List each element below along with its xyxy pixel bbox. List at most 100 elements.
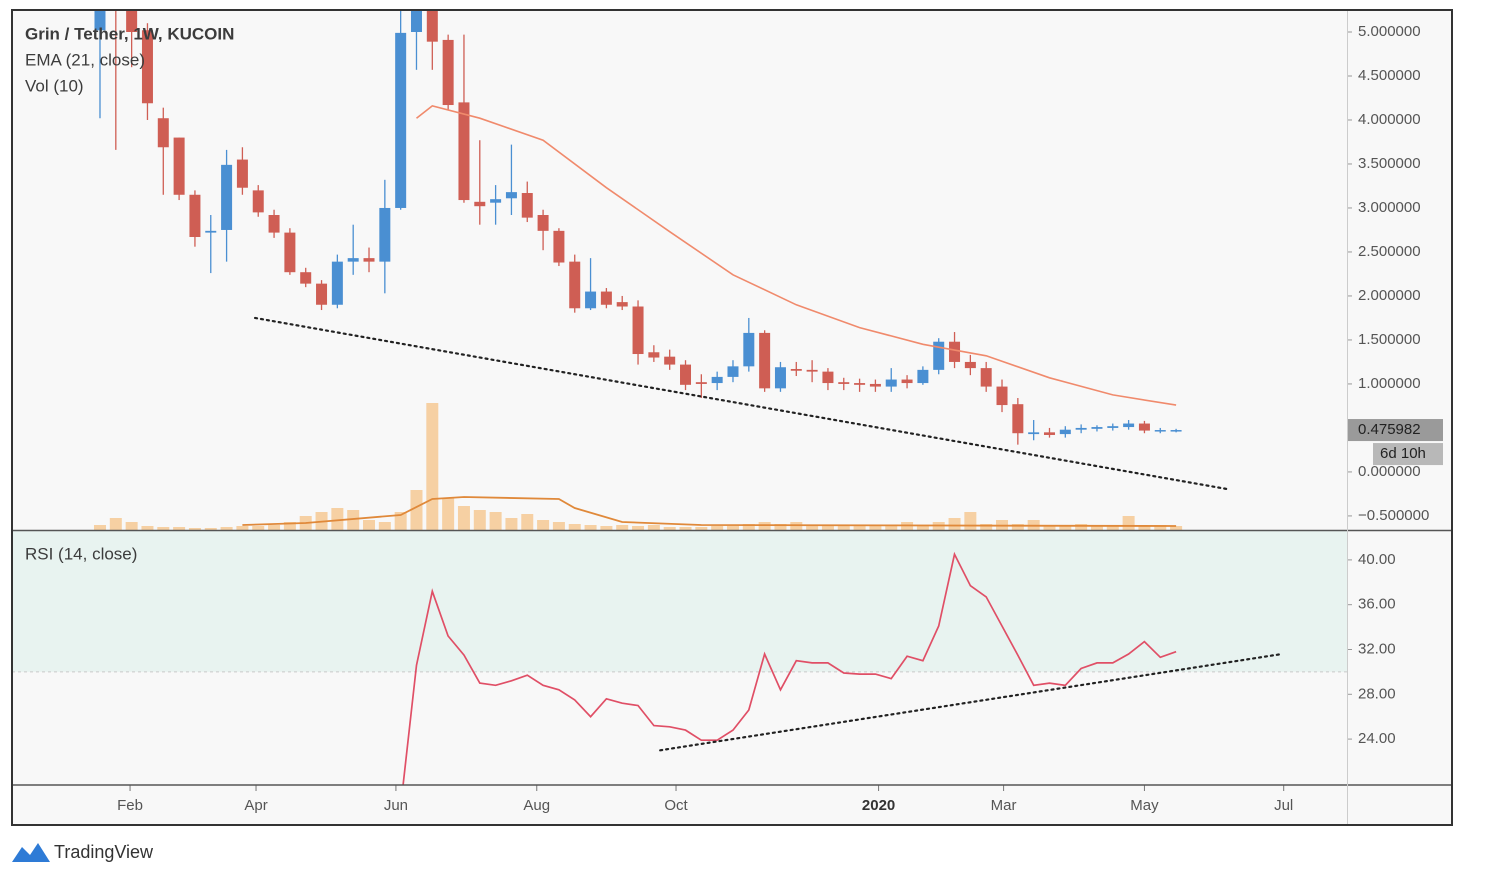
volume-bar: [141, 526, 154, 530]
candle-body: [664, 356, 676, 365]
brand-icon[interactable]: [12, 843, 50, 862]
candle-body: [616, 302, 628, 307]
volume-bar: [331, 508, 344, 530]
candle-body: [537, 215, 549, 231]
volume-bar: [268, 525, 281, 530]
volume-bar: [1154, 525, 1167, 530]
candle-body: [553, 230, 565, 263]
x-tick-label: Jun: [384, 797, 408, 814]
volume-bar: [1170, 526, 1183, 530]
volume-bar: [363, 520, 376, 530]
volume-bar: [252, 526, 265, 530]
candle-body: [1059, 429, 1071, 435]
volume-bar: [695, 527, 708, 530]
chart-frame: [11, 9, 1453, 826]
y-tick-label: 32.00: [1358, 640, 1396, 657]
candle-body: [236, 159, 248, 188]
volume-bar: [1011, 524, 1024, 530]
volume-bar: [948, 518, 961, 530]
candle-body: [126, 10, 138, 32]
volume-bar: [473, 510, 486, 530]
ema-line: [416, 105, 1177, 406]
candle-body: [1154, 430, 1166, 432]
volume-bar: [647, 525, 660, 530]
last-price-box: [1347, 419, 1443, 442]
candle-body: [157, 118, 169, 148]
candle-body: [252, 190, 264, 213]
candle-body: [426, 10, 438, 42]
volume-bar: [489, 512, 502, 530]
candle-body: [1138, 423, 1150, 431]
candle-body: [1123, 423, 1135, 428]
volume-bar: [236, 526, 249, 530]
candle-body: [379, 207, 391, 262]
candle-body: [917, 369, 929, 384]
volume-bar: [537, 520, 550, 530]
candle-body: [268, 215, 280, 233]
volume-bar: [679, 527, 692, 530]
volume-bar: [616, 525, 629, 530]
rsi-band: [12, 531, 1347, 672]
volume-bar: [632, 526, 645, 530]
x-tick-label: May: [1130, 797, 1159, 814]
volume-bar: [347, 510, 360, 530]
candle-body: [284, 232, 296, 273]
ema-legend: EMA (21, close): [25, 50, 145, 69]
rsi-line: [402, 551, 1177, 785]
x-tick-label: 2020: [862, 797, 895, 814]
candle-body: [569, 261, 581, 309]
candle-body: [901, 379, 913, 384]
candle-body: [964, 361, 976, 369]
rsi-legend: RSI (14, close): [25, 544, 137, 563]
rsi-band-layer: [12, 531, 1347, 672]
y-tick-label: 1.500000: [1358, 331, 1421, 348]
candle-body: [490, 199, 502, 203]
volume-bar: [378, 522, 391, 530]
symbol-title: Grin / Tether, 1W, KUCOIN: [25, 24, 234, 43]
candle-body: [695, 382, 707, 384]
volume-bar: [1138, 526, 1151, 530]
candle-body: [774, 367, 786, 389]
candle-body: [1170, 430, 1182, 432]
volume-bar: [837, 525, 850, 530]
volume-bar: [204, 528, 217, 530]
volume-bar: [394, 512, 407, 530]
candle-body: [221, 164, 233, 230]
y-tick-label: 24.00: [1358, 730, 1396, 747]
x-tick-label: Apr: [244, 797, 267, 814]
candle-body: [585, 291, 597, 309]
volume-bar: [93, 525, 106, 530]
candle-body: [300, 272, 312, 284]
trend-line: [659, 652, 1284, 752]
volume-bar: [916, 525, 929, 530]
y-tick-label: 3.000000: [1358, 199, 1421, 216]
candle-body: [316, 283, 328, 305]
candle-body: [347, 258, 359, 262]
volume-bar: [964, 512, 977, 530]
volume-bar: [742, 524, 755, 530]
candle-body: [331, 261, 343, 305]
volume-bar: [188, 528, 201, 530]
last-price-label: 0.475982: [1358, 421, 1421, 438]
candle-body: [632, 306, 644, 355]
candle-body: [1075, 427, 1087, 430]
volume-bar: [505, 518, 518, 530]
brand-name[interactable]: TradingView: [54, 842, 154, 862]
volume-bar: [410, 490, 423, 530]
y-tick-label: 36.00: [1358, 596, 1396, 613]
chart-background: [12, 10, 1452, 825]
volume-bar: [1106, 526, 1119, 530]
y-tick-label: 3.500000: [1358, 155, 1421, 172]
brand-logo[interactable]: TradingView: [12, 842, 154, 862]
candle-body: [1012, 404, 1024, 434]
volume-bar: [726, 526, 739, 530]
x-tick-label: Jul: [1274, 797, 1293, 814]
volume-bar: [521, 514, 534, 530]
candle-body: [996, 386, 1008, 406]
x-tick-label: Oct: [664, 797, 688, 814]
candle-body: [822, 371, 834, 384]
candle-body: [743, 332, 755, 367]
candle-body: [94, 10, 106, 31]
candle-body: [838, 382, 850, 384]
